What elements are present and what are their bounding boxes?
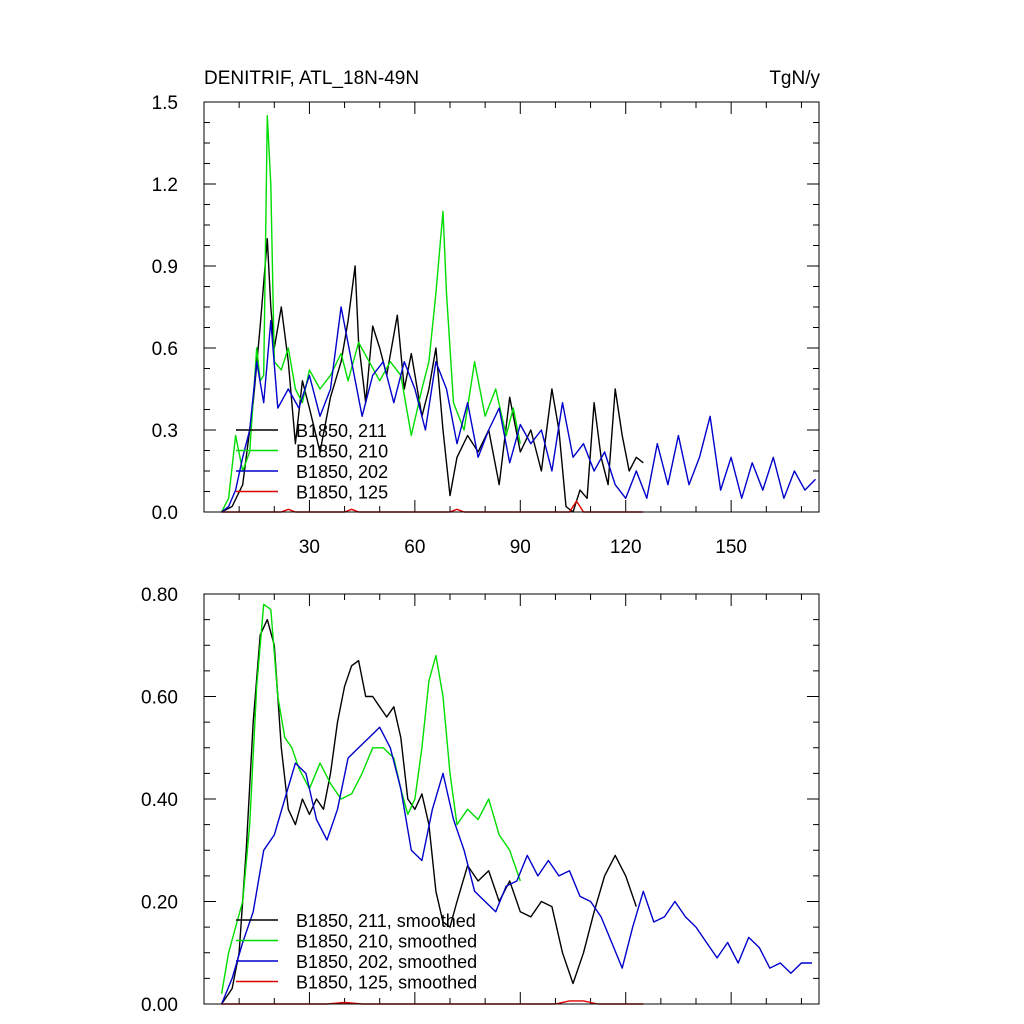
y-tick-label: 0.60 bbox=[141, 688, 178, 709]
x-tick-label: 60 bbox=[404, 537, 425, 558]
y-tick-label: 0.40 bbox=[141, 790, 178, 811]
legend-label: B1850, 210, smoothed bbox=[296, 932, 477, 952]
series-line-3 bbox=[220, 726, 812, 1005]
series-line-4 bbox=[221, 500, 644, 513]
bottom-plot-frame bbox=[203, 593, 820, 1005]
panel-bottom: 0.00 0.20 0.40 0.60 0.80 B1850, 211, smoothe… bbox=[141, 585, 820, 1016]
y-tick-label: 1.5 bbox=[152, 93, 178, 114]
y-tick-label: 1.2 bbox=[152, 175, 178, 196]
y-tick-label: 0.80 bbox=[141, 585, 178, 606]
series-line-1 bbox=[221, 237, 644, 513]
legend-label: B1850, 211, smoothed bbox=[296, 911, 476, 931]
y-tick-label: 0.0 bbox=[152, 503, 178, 524]
y-tick-label: 0.20 bbox=[141, 893, 178, 914]
legend-label: B1850, 125, smoothed bbox=[296, 973, 477, 993]
x-tick-label: 90 bbox=[510, 537, 531, 558]
chart-units: TgN/y bbox=[769, 68, 820, 89]
legend-label: B1850, 210 bbox=[296, 442, 388, 462]
x-tick-label: 120 bbox=[610, 537, 642, 558]
series-line-1 bbox=[221, 618, 637, 1005]
panel-top: DENITRIF, ATL_18N-49N TgN/y 30 60 90 120 150… bbox=[152, 68, 821, 558]
series-line-3 bbox=[221, 306, 817, 513]
legend-label: B1850, 211 bbox=[296, 421, 387, 441]
bottom-ticks: 0.00 0.20 0.40 0.60 0.80 bbox=[141, 585, 819, 1016]
x-tick-label: 150 bbox=[715, 537, 747, 558]
chart-title: DENITRIF, ATL_18N-49N bbox=[204, 68, 419, 89]
legend-label: B1850, 125 bbox=[296, 483, 388, 503]
top-ticks: 30 60 90 120 150 0.0 0.3 0.6 0.9 1.2 1.5 bbox=[152, 93, 819, 558]
x-tick-label: 30 bbox=[299, 537, 320, 558]
series-line-2 bbox=[220, 603, 521, 994]
series-line-2 bbox=[220, 114, 521, 513]
y-tick-label: 0.00 bbox=[141, 995, 178, 1016]
legend-label: B1850, 202, smoothed bbox=[296, 952, 477, 972]
y-tick-label: 0.3 bbox=[152, 421, 178, 442]
legend-label: B1850, 202 bbox=[296, 462, 388, 482]
top-plot-frame bbox=[203, 101, 820, 513]
y-tick-label: 0.9 bbox=[152, 257, 178, 278]
y-tick-label: 0.6 bbox=[152, 339, 178, 360]
